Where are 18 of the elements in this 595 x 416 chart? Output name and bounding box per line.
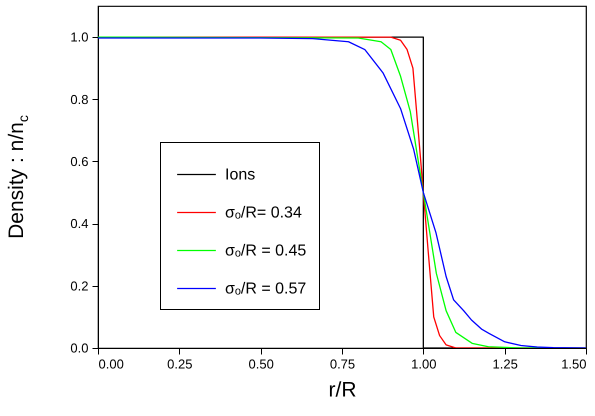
legend-label: σₒ/R= 0.34	[225, 204, 302, 222]
y-tick-label: 0.8	[70, 92, 88, 107]
x-tick-label: 1.00	[411, 356, 436, 372]
y-tick-label: 0.2	[70, 278, 88, 294]
x-tick-label: 1.25	[492, 356, 518, 372]
x-tick-label: 0.75	[330, 356, 356, 372]
legend-label: σₒ/R = 0.57	[225, 280, 306, 298]
y-tick-label: 1.0	[70, 30, 88, 45]
x-axis-title: r/R	[328, 378, 356, 402]
y-tick-label: 0.0	[70, 340, 88, 356]
x-tick-label: 1.50	[561, 356, 586, 372]
y-tick-label: 0.6	[70, 154, 88, 169]
x-tick-label: 0.25	[167, 356, 192, 372]
legend-label: Ions	[225, 166, 256, 184]
x-tick-label: 0.50	[248, 356, 274, 372]
x-tick-label: 0.00	[98, 356, 124, 372]
y-tick-label: 0.4	[70, 216, 88, 232]
legend-label: σₒ/R = 0.45	[225, 242, 306, 260]
